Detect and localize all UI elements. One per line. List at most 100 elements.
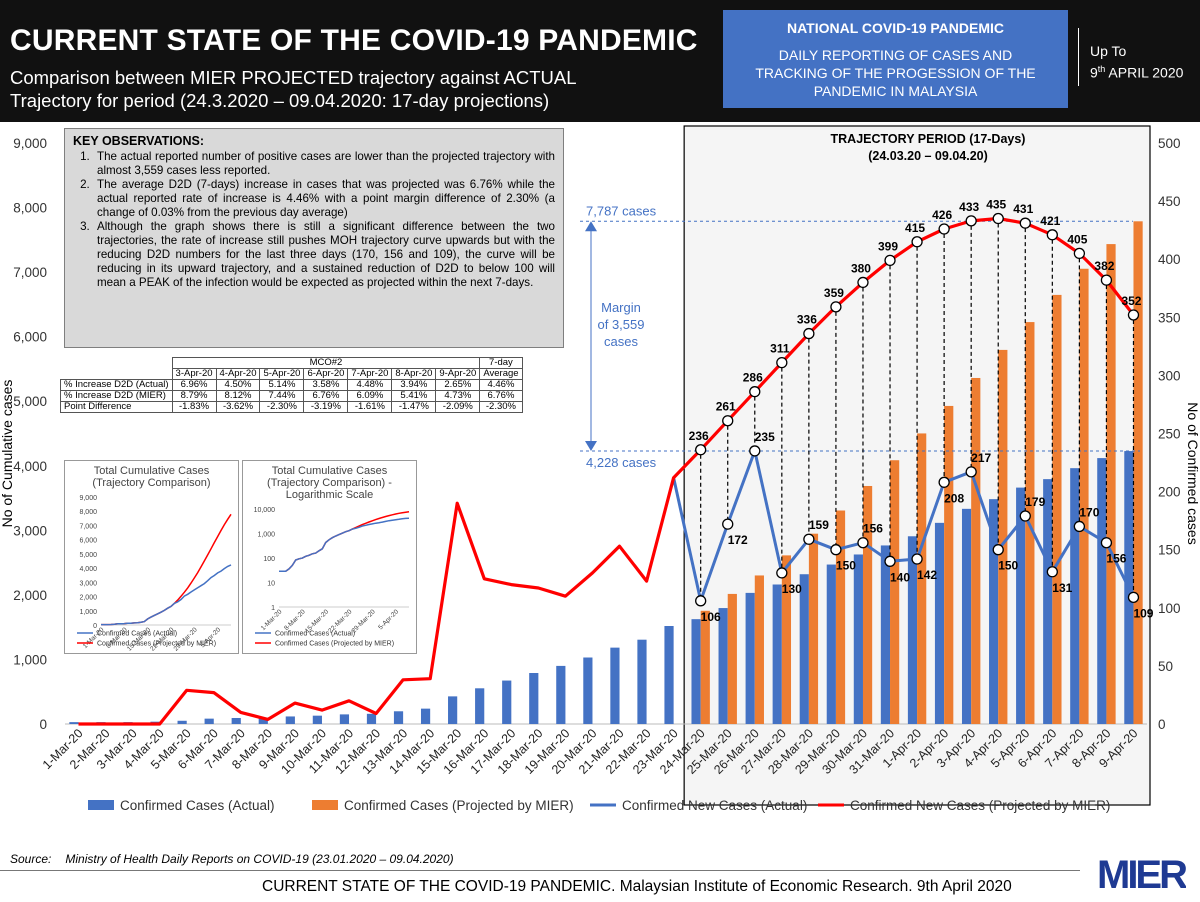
actual-data-label: 156 bbox=[863, 522, 883, 536]
actual-point bbox=[749, 445, 761, 457]
y-tick-label: 0 bbox=[39, 717, 47, 732]
projected-data-label: 311 bbox=[770, 342, 790, 356]
bar-actual-cumulative bbox=[448, 696, 458, 724]
actual-point bbox=[1046, 566, 1058, 578]
projected-point bbox=[803, 327, 815, 340]
mier-logo: MIER bbox=[1097, 853, 1186, 894]
mini-log-title-2: (Trajectory Comparison) - bbox=[267, 477, 392, 489]
source-text: Ministry of Health Daily Reports on COVI… bbox=[65, 852, 454, 866]
bar-actual-cumulative bbox=[691, 619, 701, 724]
mini-projected-line bbox=[101, 513, 232, 626]
actual-data-label: 217 bbox=[971, 451, 991, 465]
bar-projected-cumulative bbox=[1133, 221, 1143, 724]
row-label: % Increase D2D (Actual) bbox=[60, 379, 173, 391]
actual-data-label: 109 bbox=[1133, 606, 1153, 620]
bar-projected-cumulative bbox=[727, 593, 737, 724]
projected-point bbox=[1046, 229, 1058, 241]
table-cell: -1.83% bbox=[171, 401, 217, 413]
y-tick-label: 5,000 bbox=[13, 394, 47, 409]
date-header: 5-Apr-20 bbox=[259, 368, 305, 380]
page-title: CURRENT STATE OF THE COVID-19 PANDEMIC bbox=[10, 24, 698, 57]
source-label: Source: bbox=[10, 852, 52, 866]
table-cell: 4.50% bbox=[215, 379, 261, 391]
mini-y-tick: 5,000 bbox=[79, 552, 97, 559]
bar-actual-cumulative bbox=[69, 722, 79, 724]
margin-text: Margin bbox=[601, 300, 641, 315]
actual-data-label: 172 bbox=[728, 533, 748, 547]
mini-y-tick: 100 bbox=[263, 556, 275, 563]
key-observations-title: KEY OBSERVATIONS: bbox=[73, 134, 205, 148]
projected-point bbox=[884, 254, 896, 267]
national-reporting-box: NATIONAL COVID-19 PANDEMIC DAILY REPORTI… bbox=[723, 10, 1068, 108]
y-right-axis-label: No of Confirmed cases bbox=[1185, 402, 1200, 544]
mco-increase-table: MCO#2 7-day 3-Apr-20 4-Apr-20 5-Apr-20 6… bbox=[60, 357, 523, 413]
bar-actual-cumulative bbox=[961, 508, 972, 724]
box-line-3: PANDEMIC IN MALAYSIA bbox=[813, 83, 978, 99]
y-tick-label: 3,000 bbox=[13, 523, 47, 538]
bar-actual-cumulative bbox=[420, 708, 431, 724]
mini-y-tick: 4,000 bbox=[79, 566, 97, 573]
y-tick-label: 1,000 bbox=[13, 652, 47, 667]
bar-actual-cumulative bbox=[556, 665, 566, 724]
mini-actual-line bbox=[101, 564, 232, 626]
bar-projected-cumulative bbox=[1079, 268, 1089, 724]
projected-point bbox=[938, 223, 950, 235]
row-label: Point Difference bbox=[60, 401, 173, 413]
table-cell: 6.09% bbox=[347, 390, 393, 402]
actual-point bbox=[1019, 510, 1031, 522]
mini-log-title-3: Logarithmic Scale bbox=[285, 489, 374, 501]
bar-projected-cumulative bbox=[835, 510, 846, 724]
margin-arrow-up bbox=[585, 221, 597, 232]
projected-point bbox=[911, 236, 923, 248]
bar-projected-cumulative bbox=[971, 377, 981, 724]
projected-data-label: 352 bbox=[1121, 294, 1141, 308]
box-line-2: TRACKING OF THE PROGESSION OF THE bbox=[755, 65, 1036, 81]
projected-point bbox=[749, 386, 761, 398]
mini-x-tick: 5-Apr-20 bbox=[377, 608, 400, 631]
mini-y-tick: 7,000 bbox=[79, 523, 97, 530]
mini-linear-title: Total Cumulative Cases (Trajectory Compa… bbox=[65, 465, 238, 489]
up-to-suffix: th bbox=[1097, 64, 1106, 74]
y-right-tick-label: 0 bbox=[1158, 717, 1166, 732]
projected-point bbox=[695, 444, 707, 456]
trajectory-title: TRAJECTORY PERIOD (17-Days) bbox=[831, 132, 1026, 146]
projected-data-label: 359 bbox=[824, 286, 844, 300]
mini-y-tick: 9,000 bbox=[79, 495, 97, 502]
table-cell: 8.12% bbox=[215, 390, 261, 402]
bar-actual-cumulative bbox=[907, 536, 918, 724]
actual-data-label: 106 bbox=[701, 610, 721, 624]
projected-data-label: 261 bbox=[716, 400, 736, 414]
actual-point bbox=[776, 567, 788, 579]
actual-point bbox=[938, 476, 950, 488]
mini-y-tick: 6,000 bbox=[79, 538, 97, 545]
bar-actual-cumulative bbox=[1097, 458, 1107, 724]
projected-data-label: 336 bbox=[797, 313, 817, 327]
footer-text: CURRENT STATE OF THE COVID-19 PANDEMIC. … bbox=[262, 878, 1012, 895]
mini-y-tick: 2,000 bbox=[79, 595, 97, 602]
table-cell: -2.30% bbox=[479, 401, 523, 413]
bar-actual-cumulative bbox=[475, 688, 485, 724]
table-cell: 3.94% bbox=[391, 379, 437, 391]
header-banner: CURRENT STATE OF THE COVID-19 PANDEMIC C… bbox=[0, 0, 1200, 122]
table-cell: 5.14% bbox=[259, 379, 305, 391]
y-right-tick-label: 400 bbox=[1158, 252, 1181, 267]
y-right-tick-label: 300 bbox=[1158, 368, 1181, 383]
bar-actual-cumulative bbox=[799, 574, 809, 724]
table-cell: -3.19% bbox=[303, 401, 349, 413]
mini-legend-label: Confirmed Cases (Actual) bbox=[97, 631, 177, 638]
mini-x-tick: 8-Mar-20 bbox=[283, 608, 307, 632]
y-tick-label: 4,000 bbox=[13, 459, 47, 474]
actual-point bbox=[884, 555, 896, 567]
table-row: % Increase D2D (Actual) 6.96% 4.50% 5.14… bbox=[60, 379, 523, 391]
projected-point bbox=[965, 215, 977, 227]
table-cell: 6.76% bbox=[479, 390, 523, 402]
actual-data-label: 131 bbox=[1052, 581, 1072, 595]
projected-point bbox=[830, 301, 842, 313]
bar-projected-cumulative bbox=[700, 610, 710, 724]
actual-point bbox=[911, 553, 923, 565]
actual-data-label: 150 bbox=[998, 559, 1018, 573]
bar-projected-cumulative bbox=[754, 575, 764, 724]
source-note: Source: Ministry of Health Daily Reports … bbox=[10, 852, 454, 866]
bar-actual-cumulative bbox=[204, 718, 214, 724]
